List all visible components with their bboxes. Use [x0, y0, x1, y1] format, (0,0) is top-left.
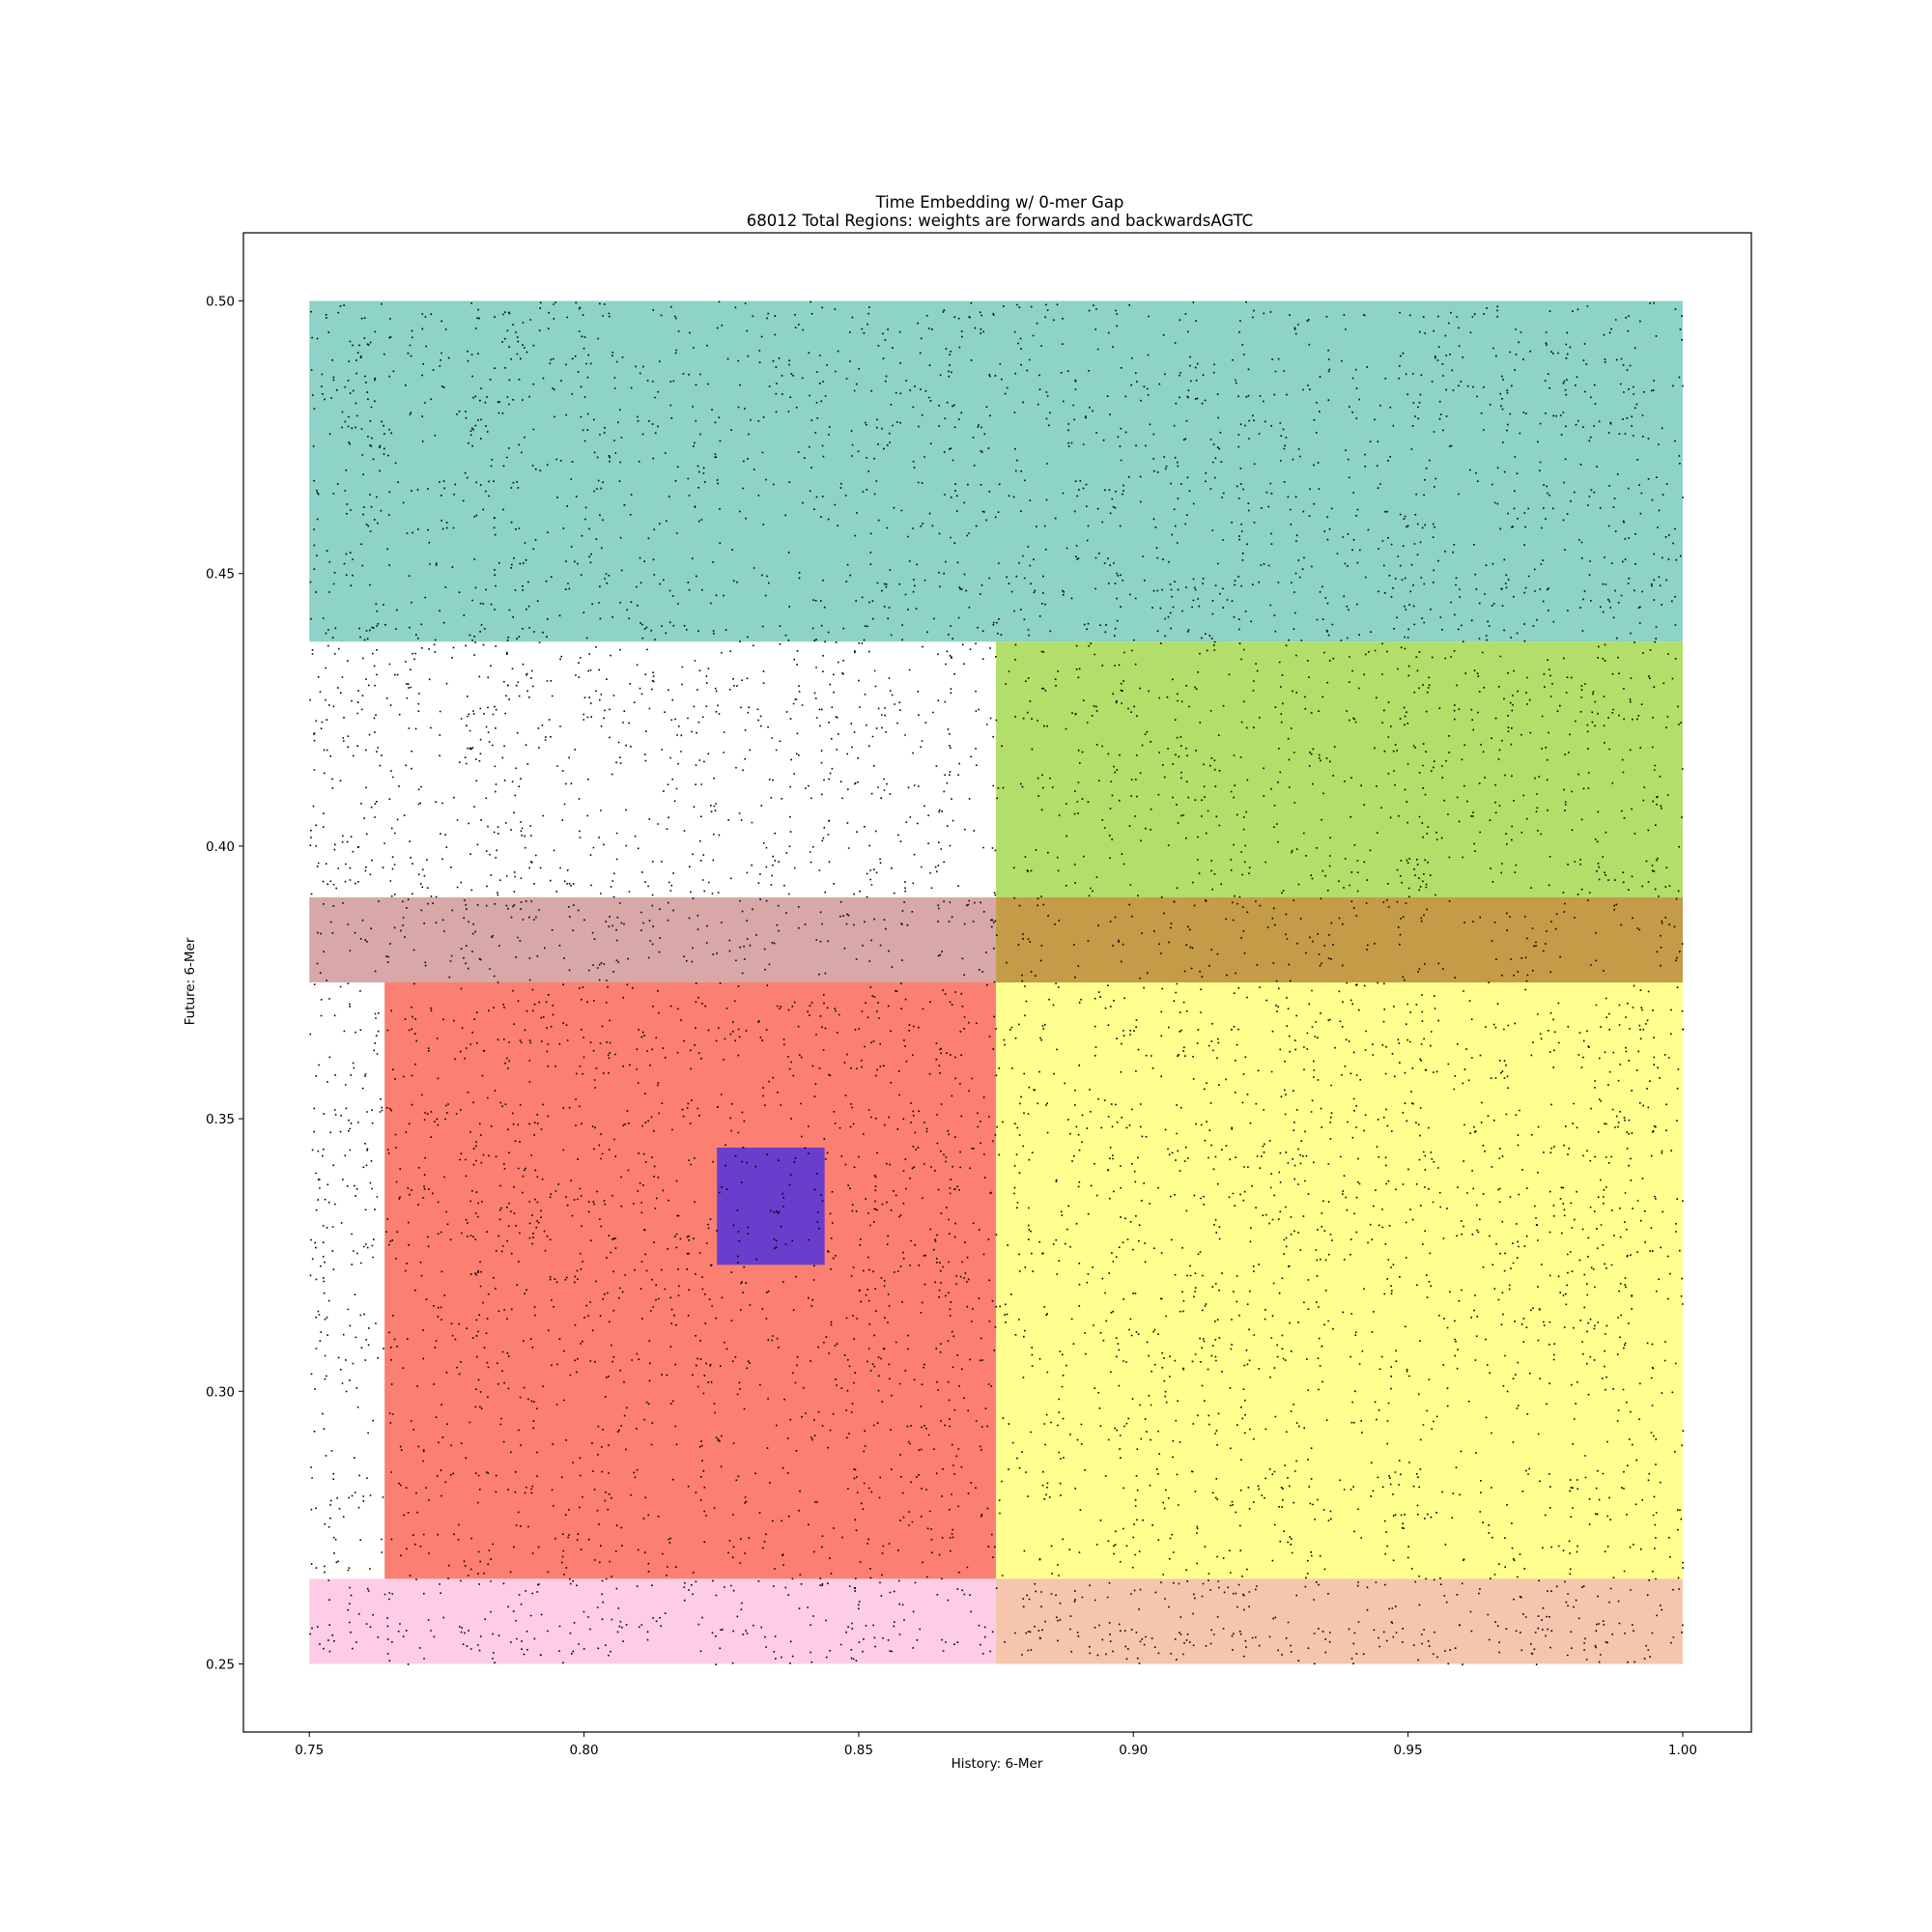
region-7: [996, 1578, 1683, 1664]
x-tick-label: 0.90: [1119, 1743, 1148, 1758]
region-2: [309, 896, 997, 982]
chart-title: Time Embedding w/ 0-mer Gap: [875, 193, 1124, 212]
y-axis: 0.25 0.30 0.35 0.40 0.45 0.50: [206, 295, 243, 1672]
x-tick-label: 0.85: [844, 1743, 873, 1758]
y-tick-label: 0.50: [206, 295, 235, 310]
region-3: [996, 896, 1683, 982]
region-5: [996, 982, 1683, 1579]
region-0: [309, 300, 1683, 642]
plot-frame: [242, 232, 1752, 1733]
x-tick-label: 1.00: [1668, 1743, 1697, 1758]
region-6: [309, 1578, 997, 1664]
x-tick-label: 0.95: [1394, 1743, 1423, 1758]
region-4: [384, 982, 997, 1579]
x-tick-label: 0.80: [570, 1743, 599, 1758]
y-tick-label: 0.45: [206, 567, 235, 582]
region-8: [717, 1148, 825, 1265]
x-tick-label: 0.75: [295, 1743, 324, 1758]
y-tick-label: 0.25: [206, 1657, 235, 1672]
region-layer: [309, 300, 1683, 1664]
y-tick-label: 0.35: [206, 1112, 235, 1127]
y-axis-label: Future: 6-Mer: [183, 937, 198, 1025]
y-tick-label: 0.40: [206, 839, 235, 855]
chart-subtitle: 68012 Total Regions: weights are forward…: [747, 212, 1253, 230]
x-axis: 0.75 0.80 0.85 0.90 0.95 1.00: [295, 1732, 1697, 1758]
y-tick-label: 0.30: [206, 1384, 235, 1400]
x-axis-label: History: 6-Mer: [952, 1756, 1043, 1772]
